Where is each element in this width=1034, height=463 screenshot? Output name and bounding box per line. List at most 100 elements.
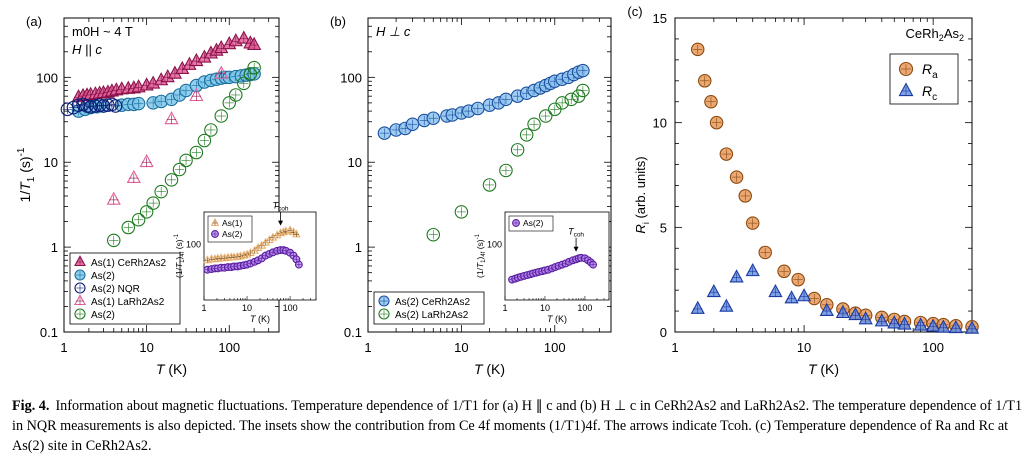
panel-a-legend-label: As(1) LaRh2As2 bbox=[91, 297, 165, 308]
panel-a-point-s0 bbox=[247, 36, 262, 50]
panel-b-point-s1 bbox=[482, 178, 497, 192]
panel-a-inset-xlabel: T (K) bbox=[250, 314, 270, 324]
caption-label: Fig. 4. bbox=[12, 398, 50, 414]
panel-a-legend-marker bbox=[74, 308, 86, 320]
panel-b-point-s1 bbox=[454, 205, 469, 219]
panel-a-legend-label: As(2) NQR bbox=[91, 284, 140, 295]
panel-b-ytick-label: 100 bbox=[340, 70, 362, 85]
panel-a-point-s4 bbox=[229, 88, 243, 102]
panel-b-point-s1 bbox=[499, 163, 513, 178]
panel-c-point-s1 bbox=[964, 320, 980, 334]
panel-a-xtick-label: 1 bbox=[60, 340, 67, 355]
panel-a-point-s4 bbox=[139, 205, 154, 219]
panel-b-xlabel: T (K) bbox=[474, 361, 505, 377]
panel-a-inset-point-s1 bbox=[294, 260, 303, 269]
panel-c-point-s1 bbox=[936, 319, 951, 333]
panel-a-label: (a) bbox=[26, 14, 42, 29]
panel-b-inset-tcoh-arrowhead bbox=[573, 246, 579, 252]
panel-c-point-s1 bbox=[926, 318, 941, 332]
panel-c-point-s1 bbox=[874, 313, 889, 327]
panel-c-point-s0 bbox=[745, 216, 760, 230]
panel-a-inset-point-s0 bbox=[292, 229, 301, 238]
panel-c-ytick-label: 0 bbox=[660, 325, 667, 340]
panel-b-point-s1 bbox=[548, 102, 562, 117]
panel-c-legend-marker bbox=[898, 82, 914, 97]
panel-c-ytick-label: 15 bbox=[653, 11, 667, 26]
panel-a-point-s4 bbox=[214, 109, 228, 123]
panel-b-point-s0 bbox=[405, 117, 420, 132]
panel-c-point-s1 bbox=[819, 302, 834, 316]
panel-c-point-s1 bbox=[913, 317, 928, 331]
panel-a-point-s3 bbox=[126, 169, 141, 183]
panel-a-inset-legend-label: As(2) bbox=[222, 229, 242, 239]
panel-b-inset-legend bbox=[508, 215, 554, 232]
panel-a-point-s4 bbox=[146, 196, 160, 210]
panel-b-legend-marker bbox=[378, 295, 390, 307]
panel-b-inset-xlabel: T (K) bbox=[547, 314, 567, 324]
panel-a-legend-label: As(2) bbox=[91, 310, 115, 321]
panel-c-point-s1 bbox=[835, 304, 851, 319]
panel-a-inset-ylabel: (1/T1)4f (s)-1 bbox=[174, 233, 186, 278]
panel-b-point-s1 bbox=[564, 92, 578, 107]
panel-c-point-s0 bbox=[777, 264, 791, 279]
panel-b-legend-marker bbox=[378, 308, 390, 320]
panel-b-point-s0 bbox=[426, 111, 441, 125]
panel-a-point-s3 bbox=[106, 191, 121, 205]
panel-c-xlabel: T (K) bbox=[808, 361, 839, 377]
panel-b-xtick-label: 10 bbox=[454, 340, 468, 355]
panel-c-point-s1 bbox=[690, 300, 705, 314]
panel-a-point-s4 bbox=[237, 76, 251, 91]
panel-a-point-s4 bbox=[131, 213, 146, 227]
panel-c-point-s0 bbox=[709, 115, 724, 130]
panel-b-xtick-label: 1 bbox=[364, 340, 371, 355]
panel-a-inset-legend-marker bbox=[211, 230, 219, 238]
panel-b-point-s1 bbox=[576, 83, 590, 98]
panel-a-ytick-label: 10 bbox=[44, 155, 58, 170]
panel-b-point-s1 bbox=[527, 117, 541, 132]
figure-caption: Fig. 4. Information about magnetic fluctu… bbox=[12, 396, 1024, 456]
panel-a-point-s4 bbox=[172, 162, 187, 177]
panel-c-point-s1 bbox=[796, 288, 812, 302]
panel-c-ylabel: Ri (arb. units) bbox=[633, 156, 651, 233]
panel-a-legend-label: As(2) bbox=[91, 271, 115, 282]
panel-a-point-s1 bbox=[154, 94, 168, 109]
panel-c-point-s0 bbox=[791, 272, 805, 287]
panel-c-legend-label: Rc bbox=[922, 83, 937, 103]
panel-b-ytick-label: 10 bbox=[348, 155, 362, 170]
panel-b-point-s0 bbox=[471, 101, 485, 116]
panel-b-xtick-label: 100 bbox=[544, 340, 566, 355]
panel-b-annotation: H ⊥ c bbox=[376, 24, 411, 39]
panel-b-inset-ytick-label: 100 bbox=[487, 239, 502, 249]
panel-c-xtick-label: 100 bbox=[922, 340, 944, 355]
panel-c-xtick-label: 1 bbox=[671, 340, 678, 355]
panel-a-point-s2 bbox=[108, 99, 123, 113]
panel-c-point-s1 bbox=[858, 311, 873, 325]
panel-a-annotation: m0H ~ 4 T bbox=[72, 24, 133, 39]
panel-a-point-s4 bbox=[164, 173, 179, 187]
panel-a-point-s4 bbox=[222, 96, 237, 110]
panel-b-point-s1 bbox=[538, 109, 553, 123]
panel-a-inset-xtick-label: 100 bbox=[283, 303, 298, 313]
panel-b-inset-xtick-label: 1 bbox=[502, 303, 507, 313]
panel-a-point-s4 bbox=[179, 153, 193, 168]
panel-a-xtick-label: 10 bbox=[139, 340, 153, 355]
panel-a-legend-marker bbox=[74, 294, 86, 306]
panel-c-point-s0 bbox=[697, 74, 712, 88]
panel-a-inset-tcoh-label: Tcoh bbox=[273, 201, 289, 213]
panel-b-legend-label: As(2) CeRh2As2 bbox=[395, 297, 470, 308]
panel-a-xlabel: T (K) bbox=[156, 361, 187, 377]
panel-a-ytick-label: 100 bbox=[36, 70, 58, 85]
panel-b-inset-legend-marker bbox=[512, 219, 520, 227]
panel-a-annotation: H || c bbox=[72, 42, 102, 57]
panel-c-point-s1 bbox=[729, 269, 744, 283]
panel-a-legend-label: As(1) CeRh2As2 bbox=[91, 258, 166, 269]
panel-c-point-s1 bbox=[719, 298, 734, 312]
panel-a-inset-legend-label: As(1) bbox=[222, 218, 242, 228]
panel-a-point-s3 bbox=[139, 153, 154, 168]
panel-c-point-s1 bbox=[745, 263, 760, 277]
panel-b-inset-tcoh-label: Tcoh bbox=[568, 227, 584, 239]
panel-a-ylabel: 1/T1 (s)-1 bbox=[16, 147, 37, 202]
caption-text: Information about magnetic fluctuations.… bbox=[12, 398, 1023, 454]
panel-b-point-s1 bbox=[510, 143, 525, 157]
